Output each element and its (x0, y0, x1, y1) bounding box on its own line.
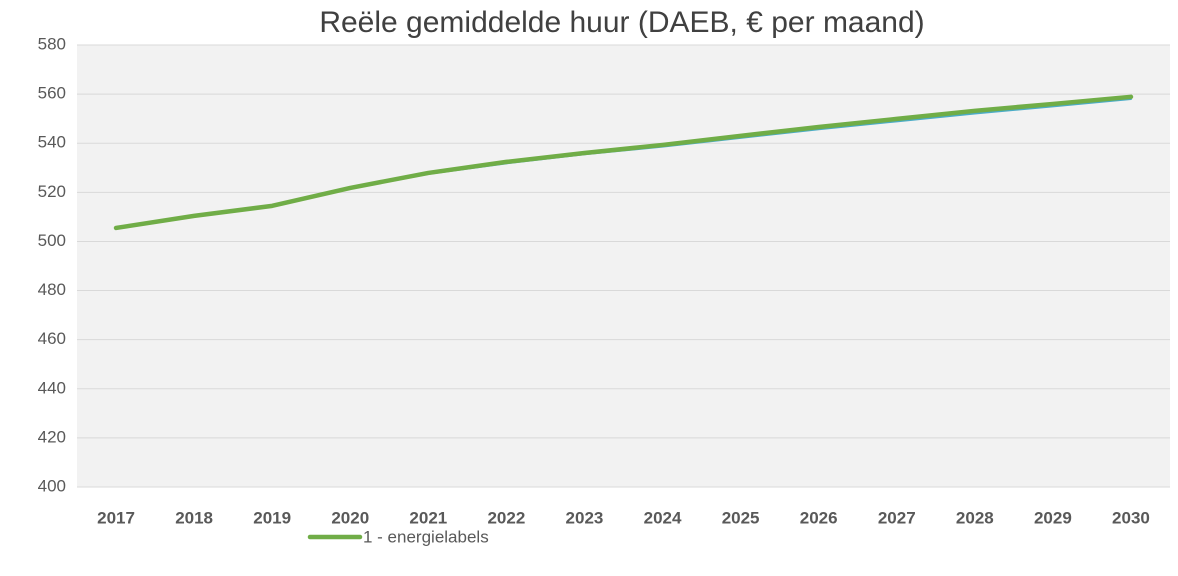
chart-title: Reële gemiddelde huur (DAEB, € per maand… (319, 6, 924, 39)
x-tick-label: 2023 (566, 508, 604, 527)
y-tick-label: 460 (38, 329, 66, 348)
y-tick-label: 500 (38, 231, 66, 250)
x-tick-label: 2018 (175, 508, 213, 527)
x-tick-label: 2025 (722, 508, 760, 527)
data-line (113, 94, 1134, 231)
x-tick-label: 2026 (800, 508, 838, 527)
y-tick-label: 540 (38, 133, 66, 152)
y-tick-label: 560 (38, 84, 66, 103)
y-tick-label: 480 (38, 280, 66, 299)
plot-area (77, 45, 1170, 487)
x-tick-label: 2021 (409, 508, 447, 527)
x-tick-label: 2029 (1034, 508, 1072, 527)
x-tick-label: 2030 (1112, 508, 1150, 527)
x-tick-label: 2022 (487, 508, 525, 527)
x-tick-label: 2019 (253, 508, 291, 527)
y-tick-label: 520 (38, 182, 66, 201)
x-tick-label: 2027 (878, 508, 916, 527)
x-tick-label: 2020 (331, 508, 369, 527)
legend-label: 1 - energielabels (363, 527, 489, 546)
y-tick-label: 400 (38, 476, 66, 495)
y-tick-label: 580 (38, 34, 66, 53)
y-tick-label: 440 (38, 378, 66, 397)
y-tick-label: 420 (38, 427, 66, 446)
x-tick-label: 2028 (956, 508, 994, 527)
x-tick-label: 2017 (97, 508, 135, 527)
x-tick-label: 2024 (644, 508, 682, 527)
